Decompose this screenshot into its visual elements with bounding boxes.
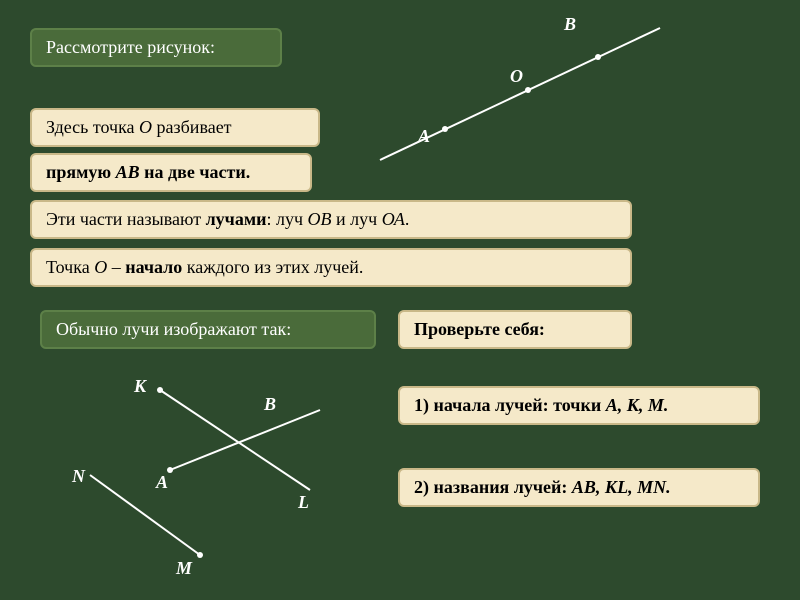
point-k — [157, 387, 163, 393]
diagram-line-ab — [360, 10, 700, 170]
label-b-d1: В — [564, 14, 576, 35]
diagram-rays — [50, 360, 380, 580]
check-yourself-box: Проверьте себя: — [398, 310, 632, 349]
text-line-1: Здесь точка О разбивает — [30, 108, 320, 147]
ray-mn — [90, 475, 200, 555]
text-line-3: Эти части называют лучами: луч ОВ и луч … — [30, 200, 632, 239]
ray-ab — [170, 410, 320, 470]
point-b — [595, 54, 601, 60]
point-m — [197, 552, 203, 558]
answer-1-box: 1) начала лучей: точки А, К, М. — [398, 386, 760, 425]
label-a-d1: А — [418, 126, 430, 147]
text-line-4: Точка О – начало каждого из этих лучей. — [30, 248, 632, 287]
text-line-2: прямую АВ на две части. — [30, 153, 312, 192]
label-a-d2: А — [156, 472, 168, 493]
point-o — [525, 87, 531, 93]
label-l-d2: L — [298, 492, 309, 513]
text-line-5: Обычно лучи изображают так: — [40, 310, 376, 349]
label-o-d1: О — [510, 66, 523, 87]
label-b-d2: В — [264, 394, 276, 415]
label-m-d2: М — [176, 558, 192, 579]
ray-kl — [160, 390, 310, 490]
answer-2-box: 2) названия лучей: АВ, КL, МN. — [398, 468, 760, 507]
point-a — [442, 126, 448, 132]
label-k-d2: К — [134, 376, 146, 397]
title-box: Рассмотрите рисунок: — [30, 28, 282, 67]
label-n-d2: N — [72, 466, 85, 487]
